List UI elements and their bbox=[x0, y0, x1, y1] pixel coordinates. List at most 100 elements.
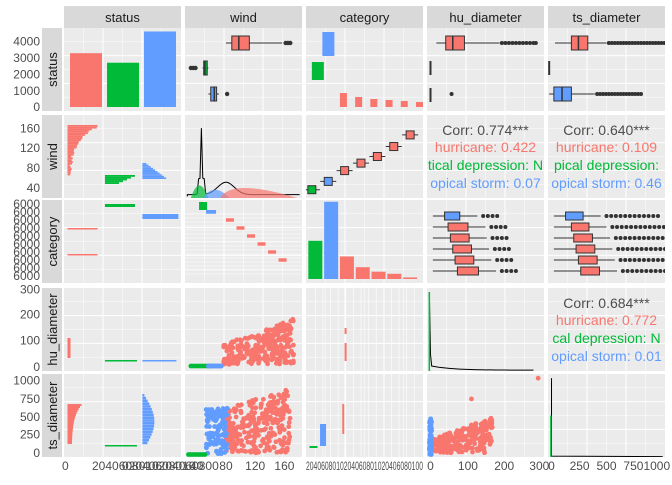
outlier bbox=[509, 269, 514, 273]
outlier bbox=[620, 247, 625, 251]
hist-bar bbox=[142, 427, 154, 431]
hist-bar bbox=[67, 420, 75, 422]
outlier bbox=[524, 41, 529, 45]
outlier bbox=[634, 247, 639, 251]
outlier bbox=[624, 41, 629, 45]
hist-bar bbox=[67, 146, 77, 149]
corr-by-group: tical depression: N bbox=[428, 157, 543, 173]
outlier bbox=[494, 225, 499, 229]
outlier bbox=[499, 258, 504, 262]
box bbox=[575, 244, 596, 254]
scatter-point bbox=[281, 427, 287, 432]
category-bar bbox=[403, 277, 418, 279]
outlier bbox=[655, 214, 660, 218]
outlier bbox=[641, 258, 646, 262]
scatter-point bbox=[231, 431, 237, 437]
outlier bbox=[606, 41, 611, 45]
column-strip bbox=[427, 6, 544, 28]
y-tick-label: 6000 bbox=[13, 269, 40, 283]
hist-bar bbox=[142, 436, 151, 439]
outlier bbox=[613, 236, 618, 240]
outlier bbox=[610, 225, 615, 229]
category-status-bar bbox=[355, 97, 363, 107]
y-tick-label: 0 bbox=[33, 100, 40, 114]
outlier bbox=[504, 236, 509, 240]
hist-bar bbox=[236, 226, 245, 230]
outlier bbox=[660, 258, 665, 262]
scatter-point bbox=[290, 352, 296, 358]
scatter-point bbox=[217, 423, 222, 429]
scatter-point bbox=[223, 424, 228, 430]
scatter-point bbox=[269, 357, 275, 363]
scatter-point bbox=[261, 427, 267, 433]
scatter-point bbox=[242, 429, 247, 435]
scatter-point bbox=[271, 430, 276, 436]
panel-category-status bbox=[64, 200, 181, 283]
scatter-point bbox=[487, 441, 493, 447]
scatter-point bbox=[247, 448, 253, 454]
x-tick-label: 100 bbox=[458, 459, 478, 473]
outlier bbox=[637, 258, 642, 262]
outlier bbox=[630, 269, 635, 273]
hist-bar bbox=[142, 172, 160, 175]
outlier bbox=[624, 225, 629, 229]
box bbox=[573, 233, 593, 243]
hist-bar bbox=[142, 399, 148, 403]
hist-bar bbox=[142, 405, 151, 408]
outlier bbox=[510, 41, 515, 45]
column-strip-label-hu_diameter: hu_diameter bbox=[449, 10, 522, 25]
scatter-point bbox=[465, 443, 471, 449]
scatter-point bbox=[455, 441, 460, 447]
scatter-point bbox=[218, 363, 224, 369]
category-strip bbox=[344, 343, 347, 361]
corr-by-group: hurricane: 0.109 bbox=[556, 139, 657, 155]
hist-bar bbox=[142, 163, 147, 165]
hist-bar bbox=[67, 168, 72, 170]
scatter-point bbox=[437, 434, 443, 440]
y-tick-label: 250 bbox=[20, 428, 40, 442]
outlier bbox=[506, 247, 511, 251]
scatter-point bbox=[206, 436, 212, 442]
outlier bbox=[639, 247, 644, 251]
scatter-point bbox=[218, 446, 224, 452]
category-bar bbox=[324, 201, 339, 279]
row-strip-label-hu_diameter: hu_diameter bbox=[45, 293, 60, 366]
hist-bar bbox=[67, 166, 71, 169]
hist-bar bbox=[67, 143, 79, 145]
scatter-point bbox=[282, 397, 288, 403]
scatter-point bbox=[203, 445, 209, 450]
hist-bar bbox=[142, 419, 155, 422]
outlier bbox=[648, 247, 653, 251]
hist-bar bbox=[206, 210, 217, 214]
outlier bbox=[632, 214, 637, 218]
scatter-point bbox=[449, 435, 455, 441]
outlier bbox=[639, 92, 644, 96]
outlier bbox=[641, 41, 646, 45]
panel-category-category bbox=[306, 200, 423, 283]
box bbox=[456, 266, 479, 276]
scatter-point bbox=[447, 443, 453, 449]
scatter-point bbox=[467, 439, 472, 444]
scatter-point bbox=[216, 413, 222, 419]
scatter-point bbox=[274, 330, 279, 336]
row-strip bbox=[42, 115, 62, 198]
outlier bbox=[604, 214, 609, 218]
scatter-point bbox=[238, 425, 244, 431]
outlier bbox=[655, 236, 660, 240]
outlier bbox=[658, 247, 663, 251]
outlier bbox=[637, 214, 642, 218]
panel-wind-hu_diameter: Corr: 0.774***hurricane: 0.422 tical depr… bbox=[427, 115, 544, 198]
hist-bar bbox=[67, 412, 77, 414]
hist-bar bbox=[67, 338, 71, 358]
scatter-point bbox=[427, 439, 432, 445]
scatter-point bbox=[289, 348, 294, 354]
box bbox=[323, 176, 333, 186]
hist-bar bbox=[67, 137, 83, 140]
hist-bar bbox=[67, 144, 78, 147]
outlier bbox=[633, 225, 638, 229]
hist-bar bbox=[67, 162, 73, 165]
scatter-point bbox=[233, 414, 239, 420]
outlier bbox=[653, 247, 658, 251]
outlier bbox=[618, 92, 623, 96]
hist-bar bbox=[67, 135, 83, 138]
